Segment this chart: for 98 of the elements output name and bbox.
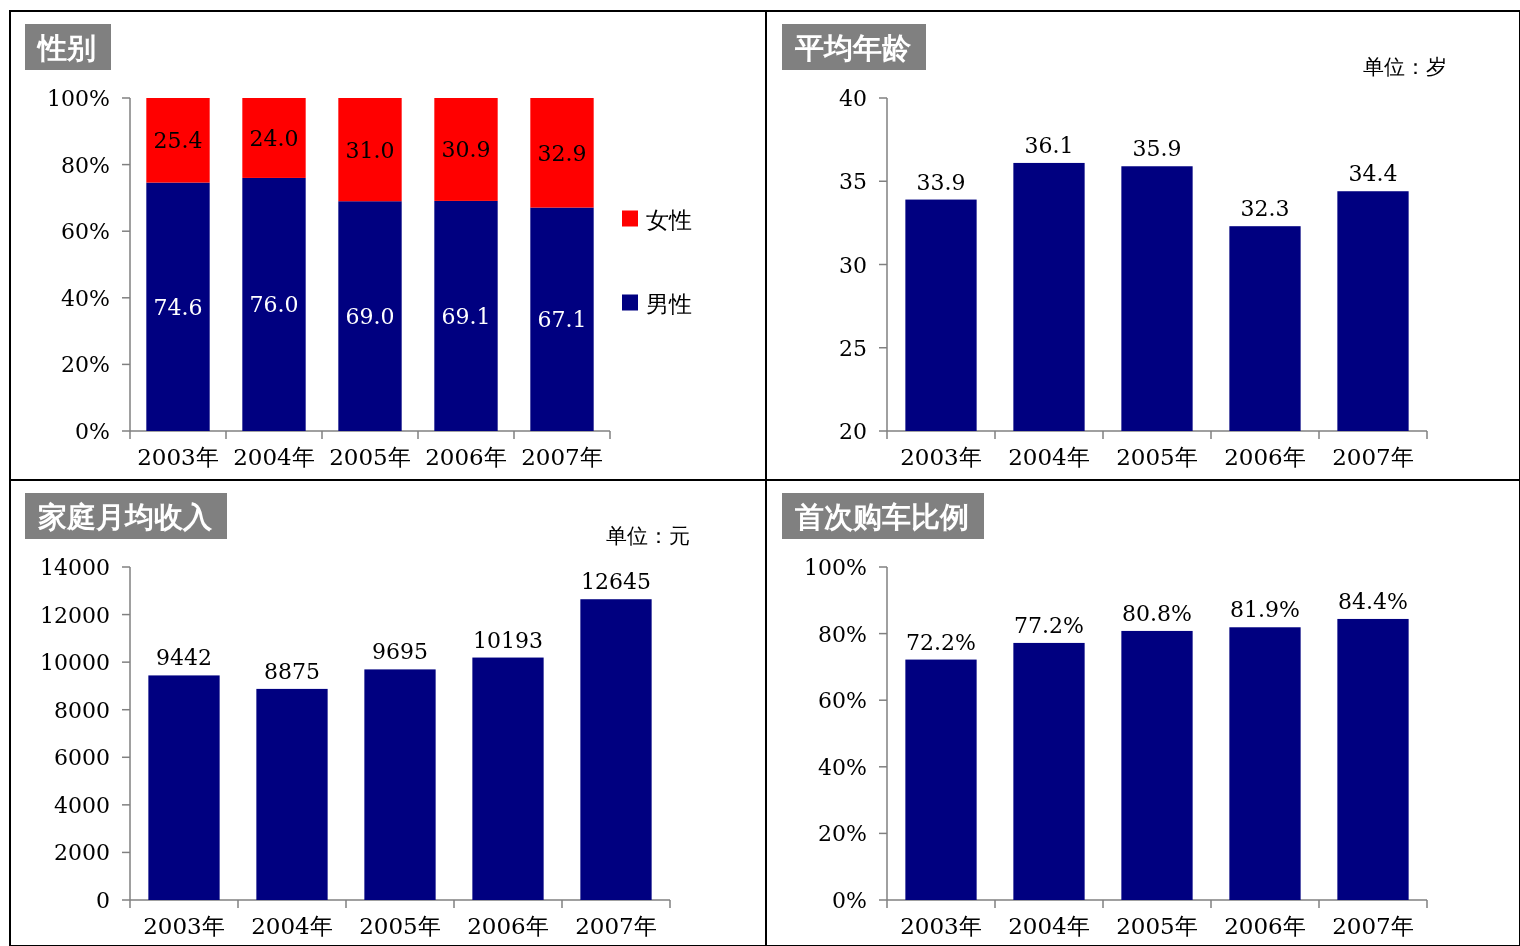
bar [1229, 627, 1301, 900]
x-tick-label: 2005年 [359, 913, 441, 939]
x-tick-label: 2006年 [467, 913, 549, 939]
x-tick-label: 2004年 [233, 444, 315, 470]
x-tick-label: 2007年 [1332, 444, 1414, 470]
x-tick-label: 2004年 [1008, 444, 1090, 470]
y-tick-label: 0% [832, 888, 867, 913]
chart-title: 性别 [36, 31, 96, 65]
x-tick-label: 2003年 [143, 913, 225, 939]
y-tick-label: 20% [818, 821, 867, 847]
bar [364, 669, 436, 900]
x-tick-label: 2007年 [521, 444, 603, 470]
bar [434, 98, 498, 201]
bar [146, 98, 210, 183]
data-label: 9442 [156, 645, 212, 671]
y-tick-label: 40% [818, 754, 867, 780]
data-label: 72.2% [906, 629, 976, 655]
data-label: 25.4 [153, 128, 203, 154]
data-label: 74.6 [153, 294, 203, 320]
x-tick-label: 2007年 [1332, 913, 1414, 939]
x-tick-label: 2006年 [1224, 913, 1306, 939]
bar [1337, 618, 1409, 900]
y-tick-label: 0 [96, 888, 110, 913]
x-tick-label: 2006年 [1224, 444, 1306, 470]
y-tick-label: 20 [839, 419, 867, 444]
y-tick-label: 14000 [40, 555, 110, 580]
bar [338, 201, 402, 431]
data-label: 33.9 [916, 169, 966, 195]
y-tick-label: 8000 [54, 697, 110, 723]
bar [580, 599, 652, 900]
bar [242, 98, 306, 178]
bar [1013, 642, 1085, 900]
y-tick-label: 35 [839, 169, 867, 195]
bar [472, 657, 544, 900]
chart-title: 平均年龄 [794, 31, 912, 65]
y-tick-label: 80% [818, 621, 867, 647]
x-tick-label: 2005年 [1116, 444, 1198, 470]
x-tick-label: 2007年 [575, 913, 657, 939]
data-label: 77.2% [1014, 612, 1084, 638]
data-label: 76.0 [249, 292, 299, 318]
y-tick-label: 60% [61, 219, 110, 245]
y-tick-label: 100% [804, 555, 867, 580]
data-label: 24.0 [249, 125, 299, 151]
x-tick-label: 2003年 [137, 444, 219, 470]
bar [1121, 630, 1193, 900]
data-label: 67.1 [537, 307, 587, 333]
y-tick-label: 20% [61, 352, 110, 378]
legend-label: 女性 [646, 206, 692, 233]
data-label: 69.0 [345, 304, 395, 330]
bar [338, 98, 402, 202]
y-tick-label: 100% [47, 86, 110, 111]
x-tick-label: 2005年 [329, 444, 411, 470]
y-tick-label: 6000 [54, 745, 110, 771]
y-tick-label: 0% [75, 419, 110, 444]
y-tick-label: 4000 [54, 792, 110, 818]
bar [530, 98, 594, 208]
data-label: 34.4 [1348, 161, 1398, 187]
data-label: 31.0 [345, 137, 395, 163]
data-label: 9695 [372, 639, 428, 665]
bar [530, 207, 594, 431]
x-tick-label: 2003年 [900, 444, 982, 470]
y-tick-label: 80% [61, 152, 110, 178]
y-tick-label: 10000 [40, 650, 110, 676]
chart-title: 家庭月均收入 [37, 500, 213, 534]
data-label: 8875 [264, 658, 320, 684]
y-tick-label: 25 [839, 335, 867, 361]
data-label: 30.9 [441, 137, 491, 163]
y-tick-label: 30 [839, 252, 867, 278]
bar [242, 177, 306, 431]
data-label: 69.1 [441, 303, 491, 329]
x-tick-label: 2004年 [251, 913, 333, 939]
data-label: 10193 [473, 627, 543, 653]
data-label: 35.9 [1132, 136, 1182, 162]
x-tick-label: 2004年 [1008, 913, 1090, 939]
text: 单位：元 [606, 524, 690, 548]
data-label: 80.8% [1122, 600, 1192, 626]
x-tick-label: 2003年 [900, 913, 982, 939]
data-label: 12645 [581, 569, 651, 595]
data-label: 32.9 [537, 140, 587, 166]
legend-label: 男性 [646, 290, 692, 317]
bar [905, 659, 977, 900]
y-tick-label: 60% [818, 688, 867, 714]
bar [148, 675, 220, 900]
data-label: 84.4% [1338, 588, 1408, 614]
y-tick-label: 12000 [40, 602, 110, 628]
bar [434, 200, 498, 431]
data-label: 81.9% [1230, 597, 1300, 623]
bar [256, 688, 328, 900]
y-tick-label: 40 [839, 86, 867, 111]
bar [146, 182, 210, 431]
x-tick-label: 2006年 [425, 444, 507, 470]
data-label: 36.1 [1024, 132, 1074, 158]
data-label: 32.3 [1240, 196, 1290, 222]
y-tick-label: 2000 [54, 840, 110, 866]
chart-title: 首次购车比例 [794, 500, 969, 534]
y-tick-label: 40% [61, 285, 110, 311]
text: 单位：岁 [1363, 55, 1447, 79]
x-tick-label: 2005年 [1116, 913, 1198, 939]
